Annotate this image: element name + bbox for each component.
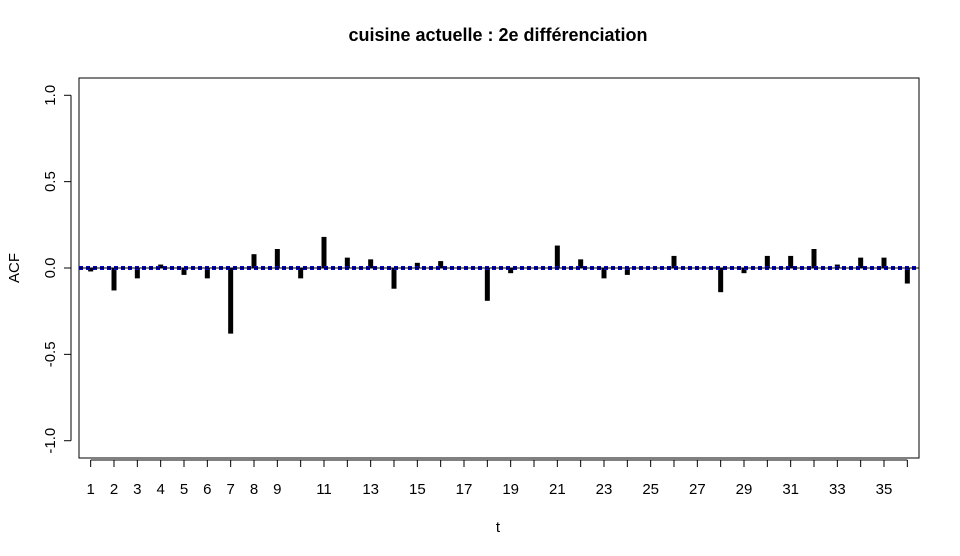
y-tick-label: 0.0: [42, 258, 59, 279]
x-tick-label: 1: [86, 481, 94, 498]
x-axis-label: t: [496, 519, 501, 536]
x-tick-label: 33: [829, 481, 846, 498]
x-axis: 1 2 3 4 5 6 7 8 9 11 13 15 17 19 21 23 25 27 29 31 33 35: [86, 459, 908, 498]
x-tick-label: 13: [362, 481, 379, 498]
chart-title: cuisine actuelle : 2e différenciation: [348, 25, 647, 45]
x-tick-label: 2: [110, 481, 118, 498]
x-tick-label: 4: [156, 481, 164, 498]
x-tick-label: 6: [203, 481, 211, 498]
y-axis: -1.0 -0.5 0.0 0.5 1.0: [42, 85, 72, 454]
x-tick-label: 8: [250, 481, 258, 498]
acf-bars: [88, 236, 910, 334]
x-tick-label: 27: [689, 481, 706, 498]
x-tick-label: 9: [273, 481, 281, 498]
y-tick-label: 1.0: [42, 85, 59, 106]
y-tick-label: 0.5: [42, 171, 59, 192]
y-axis-label: ACF: [6, 253, 23, 283]
x-tick-label: 3: [133, 481, 141, 498]
x-tick-label: 25: [642, 481, 659, 498]
confidence-band: [79, 266, 919, 270]
y-tick-label: -1.0: [42, 428, 59, 454]
x-tick-label: 15: [409, 481, 426, 498]
x-tick-label: 23: [596, 481, 613, 498]
x-tick-label: 21: [549, 481, 566, 498]
y-tick-label: -0.5: [42, 341, 59, 367]
x-tick-label: 19: [502, 481, 519, 498]
x-tick-label: 7: [226, 481, 234, 498]
x-tick-label: 11: [316, 481, 332, 498]
x-tick-label: 5: [180, 481, 188, 498]
x-tick-label: 29: [736, 481, 753, 498]
x-tick-label: 35: [876, 481, 893, 498]
x-tick-label: 17: [456, 481, 473, 498]
x-tick-label: 31: [782, 481, 799, 498]
